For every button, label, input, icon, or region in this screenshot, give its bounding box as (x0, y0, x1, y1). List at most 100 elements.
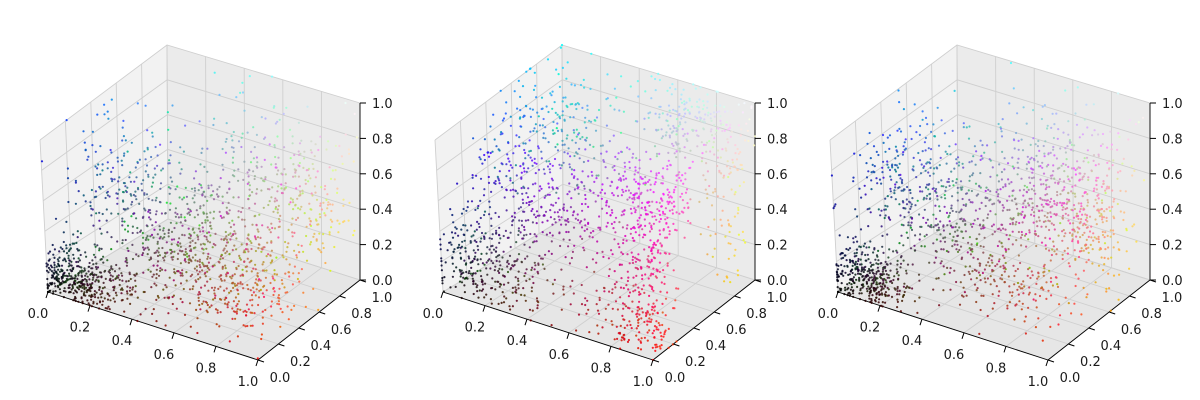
data-point (1091, 248, 1094, 251)
data-point (262, 295, 266, 298)
data-point (190, 260, 193, 263)
data-point (108, 294, 111, 297)
data-point (942, 229, 946, 232)
data-point (181, 233, 184, 236)
data-point (229, 289, 232, 293)
data-point (1000, 135, 1004, 138)
data-point (1066, 175, 1069, 178)
data-point (164, 324, 167, 327)
data-point (483, 263, 486, 266)
data-point (601, 250, 604, 253)
data-point (1080, 205, 1083, 208)
data-point (582, 160, 586, 164)
data-point (959, 217, 962, 221)
y-tick-mark (278, 343, 285, 347)
data-point (648, 204, 651, 207)
data-point (555, 127, 558, 130)
data-point (675, 211, 678, 214)
data-point (102, 281, 105, 284)
data-point (893, 192, 896, 195)
data-point (1056, 167, 1059, 170)
data-point (623, 337, 626, 340)
data-point (854, 273, 857, 276)
data-point (734, 152, 737, 155)
data-point (940, 260, 943, 263)
data-point (718, 169, 721, 172)
data-point (170, 256, 173, 259)
data-point (958, 303, 962, 306)
data-point (196, 235, 200, 238)
data-point (909, 247, 913, 250)
data-point (120, 159, 123, 162)
data-point (451, 262, 454, 265)
data-point (509, 177, 512, 180)
data-point (584, 193, 587, 197)
data-point (267, 253, 270, 256)
data-point (264, 308, 267, 312)
data-point (1031, 171, 1034, 174)
data-point (924, 136, 928, 140)
data-point (1064, 296, 1067, 299)
data-point (126, 224, 130, 227)
data-point (901, 299, 904, 302)
data-point (573, 175, 576, 178)
data-point (225, 238, 229, 241)
data-point (279, 325, 282, 328)
data-point (516, 277, 520, 280)
data-point (645, 150, 648, 153)
data-point (261, 316, 264, 319)
data-point (666, 200, 669, 203)
data-point (671, 212, 675, 215)
data-point (269, 281, 272, 285)
data-point (683, 206, 686, 209)
data-point (567, 147, 570, 150)
data-point (1066, 252, 1069, 255)
data-point (500, 131, 503, 134)
data-point (297, 207, 300, 210)
data-point (188, 211, 191, 214)
data-point (94, 190, 97, 193)
data-point (937, 277, 940, 280)
data-point (1078, 250, 1082, 253)
data-point (1003, 281, 1007, 284)
data-point (1081, 233, 1084, 237)
data-point (291, 198, 294, 201)
data-point (248, 194, 252, 197)
data-point (1102, 180, 1105, 183)
data-point (154, 173, 157, 176)
data-point (1108, 167, 1111, 170)
data-point (575, 151, 578, 154)
data-point (475, 240, 478, 244)
y-tick-mark (339, 295, 346, 299)
data-point (611, 166, 614, 169)
data-point (633, 198, 636, 201)
data-point (103, 270, 106, 273)
data-point (716, 156, 720, 159)
data-point (579, 137, 582, 140)
data-point (440, 257, 443, 260)
data-point (644, 175, 647, 179)
data-point (967, 270, 970, 273)
data-point (227, 233, 230, 236)
data-point (109, 148, 112, 152)
data-point (136, 231, 139, 234)
data-point (1073, 302, 1076, 305)
data-point (253, 312, 256, 315)
data-point (146, 129, 149, 132)
data-point (85, 279, 88, 282)
data-point (629, 192, 632, 195)
data-point (998, 240, 1001, 243)
data-point (1025, 191, 1029, 194)
data-point (1091, 134, 1094, 137)
data-point (1095, 176, 1098, 179)
data-point (1097, 240, 1100, 244)
data-point (70, 275, 73, 278)
data-point (1034, 326, 1037, 329)
y-tick-mark (319, 311, 326, 315)
data-point (709, 117, 712, 120)
data-point (1088, 230, 1092, 233)
data-point (280, 191, 283, 195)
data-point (968, 175, 972, 178)
data-point (923, 165, 926, 168)
data-point (960, 188, 963, 191)
